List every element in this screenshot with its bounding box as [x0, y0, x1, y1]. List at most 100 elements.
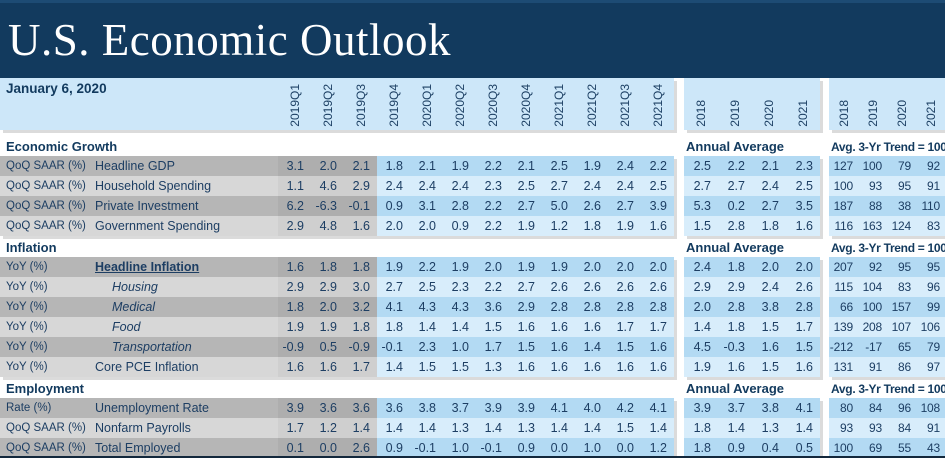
annual-average-value: 1.8 [752, 216, 786, 236]
quarter-column-header: 2019Q2 [311, 78, 344, 130]
forecast-quarter-value: 3.9 [476, 398, 509, 418]
actual-quarter-value: 3.6 [311, 398, 344, 418]
annual-column-header-label: 2019 [728, 100, 742, 127]
forecast-quarter-value: 2.7 [509, 277, 542, 297]
forecast-quarter-value: 0.0 [608, 438, 641, 456]
actual-quarter-value: 1.6 [311, 357, 344, 377]
trend-index-value: 88 [858, 196, 887, 216]
forecast-quarter-value: 1.2 [641, 438, 674, 456]
forecast-quarter-value: 2.8 [575, 297, 608, 317]
report-body: Economic Growth Annual Average Avg. 3-Yr T… [0, 130, 945, 456]
forecast-quarter-value: 2.6 [641, 277, 674, 297]
quarter-column-header-label: 2019Q2 [320, 84, 335, 127]
forecast-quarter-value: 1.0 [575, 438, 608, 456]
annual-average-value: 1.6 [786, 216, 820, 236]
column-gap [674, 196, 684, 216]
row-label: Core PCE Inflation [88, 357, 278, 377]
column-gap [674, 156, 684, 176]
annual-average-value: 0.5 [786, 438, 820, 456]
annual-average-value: 1.5 [786, 337, 820, 357]
annual-column-header-label: 2021 [796, 100, 810, 127]
forecast-quarter-value: 4.3 [443, 297, 476, 317]
forecast-quarter-value: 3.6 [377, 398, 410, 418]
forecast-quarter-value: 4.3 [410, 297, 443, 317]
row-label: Total Employed [88, 438, 278, 456]
forecast-quarter-value: 2.8 [542, 297, 575, 317]
forecast-quarter-value: 1.6 [641, 337, 674, 357]
forecast-quarter-value: 2.1 [509, 156, 542, 176]
forecast-quarter-value: 1.4 [377, 418, 410, 438]
actual-quarter-value: 3.0 [344, 277, 377, 297]
forecast-quarter-value: 1.5 [476, 317, 509, 337]
row-unit: YoY (%) [0, 337, 88, 357]
annual-average-value: 2.2 [718, 156, 752, 176]
column-gap [674, 438, 684, 456]
actual-quarter-value: 1.9 [311, 317, 344, 337]
forecast-quarter-value: 2.7 [542, 176, 575, 196]
forecast-quarter-value: 1.4 [377, 357, 410, 377]
quarter-column-header: 2021Q1 [542, 78, 575, 130]
annual-average-value: 2.0 [684, 297, 718, 317]
forecast-quarter-value: 1.5 [608, 418, 641, 438]
annual-average-value: 1.4 [786, 418, 820, 438]
forecast-quarter-value: 1.2 [542, 216, 575, 236]
trend-index-value: 157 [887, 297, 916, 317]
forecast-quarter-value: 1.6 [641, 357, 674, 377]
column-gap [674, 277, 684, 297]
forecast-quarter-value: 1.7 [641, 317, 674, 337]
data-row: QoQ SAAR (%) Household Spending 1.1 4.6 2.9 2… [0, 176, 945, 196]
forecast-quarter-value: 2.3 [443, 277, 476, 297]
forecast-quarter-value: 2.2 [476, 196, 509, 216]
actual-quarter-value: 1.8 [344, 257, 377, 277]
column-gap [820, 277, 829, 297]
row-label: Nonfarm Payrolls [88, 418, 278, 438]
column-gap [674, 337, 684, 357]
actual-quarter-value: 2.9 [278, 277, 311, 297]
forecast-quarter-value: 2.0 [410, 216, 443, 236]
annual-average-label: Annual Average [686, 139, 785, 154]
forecast-quarter-value: 1.9 [575, 156, 608, 176]
forecast-quarter-value: 2.4 [377, 176, 410, 196]
forecast-quarter-value: 1.9 [509, 257, 542, 277]
annual-average-value: 0.4 [752, 438, 786, 456]
row-unit: YoY (%) [0, 357, 88, 377]
data-row: YoY (%) Core PCE Inflation 1.6 1.6 1.7 1.4 1.5… [0, 357, 945, 377]
column-gap [820, 398, 829, 418]
trend-index-value: 100 [829, 438, 858, 456]
section-title: Inflation [6, 240, 57, 255]
trend-index-value: 65 [887, 337, 916, 357]
forecast-quarter-value: 3.6 [476, 297, 509, 317]
trend-scale-label: Avg. 3-Yr Trend = 100 [831, 382, 945, 396]
trend-index-value: -212 [829, 337, 858, 357]
data-row: QoQ SAAR (%) Government Spending 2.9 4.8 1.6… [0, 216, 945, 236]
trend-index-value: 100 [858, 297, 887, 317]
annual-average-value: 1.9 [684, 357, 718, 377]
trend-index-value: 187 [829, 196, 858, 216]
actual-quarter-value: 3.6 [344, 398, 377, 418]
actual-quarter-value: 2.9 [278, 216, 311, 236]
data-row: YoY (%) Housing 2.9 2.9 3.0 2.7 2.5 2.3 2.2 2.7 2.… [0, 277, 945, 297]
quarter-column-header-label: 2020Q3 [485, 84, 500, 127]
column-gap [820, 130, 829, 156]
forecast-quarter-value: 1.6 [542, 317, 575, 337]
column-gap [820, 216, 829, 236]
actual-quarter-value: 1.4 [344, 418, 377, 438]
annual-average-value: 2.8 [786, 297, 820, 317]
annual-average-value: 2.4 [752, 176, 786, 196]
actual-quarter-value: 1.7 [344, 357, 377, 377]
forecast-quarter-value: 0.9 [377, 438, 410, 456]
trend-index-value: 38 [887, 196, 916, 216]
actual-quarter-value: -0.9 [278, 337, 311, 357]
data-row: Rate (%) Unemployment Rate 3.9 3.6 3.6 3.6 3.8… [0, 398, 945, 418]
trend-scale-label: Avg. 3-Yr Trend = 100 [831, 241, 945, 255]
annual-average-value: 2.7 [684, 176, 718, 196]
column-gap [674, 130, 684, 156]
actual-quarter-value: 3.9 [278, 398, 311, 418]
forecast-quarter-value: 2.9 [509, 297, 542, 317]
forecast-quarter-value: 2.6 [542, 277, 575, 297]
quarter-column-header-label: 2019Q4 [386, 84, 401, 127]
quarter-column-header: 2021Q3 [608, 78, 641, 130]
forecast-quarter-value: 2.4 [608, 156, 641, 176]
quarter-column-header: 2020Q2 [443, 78, 476, 130]
annual-average-label: Annual Average [686, 240, 785, 255]
